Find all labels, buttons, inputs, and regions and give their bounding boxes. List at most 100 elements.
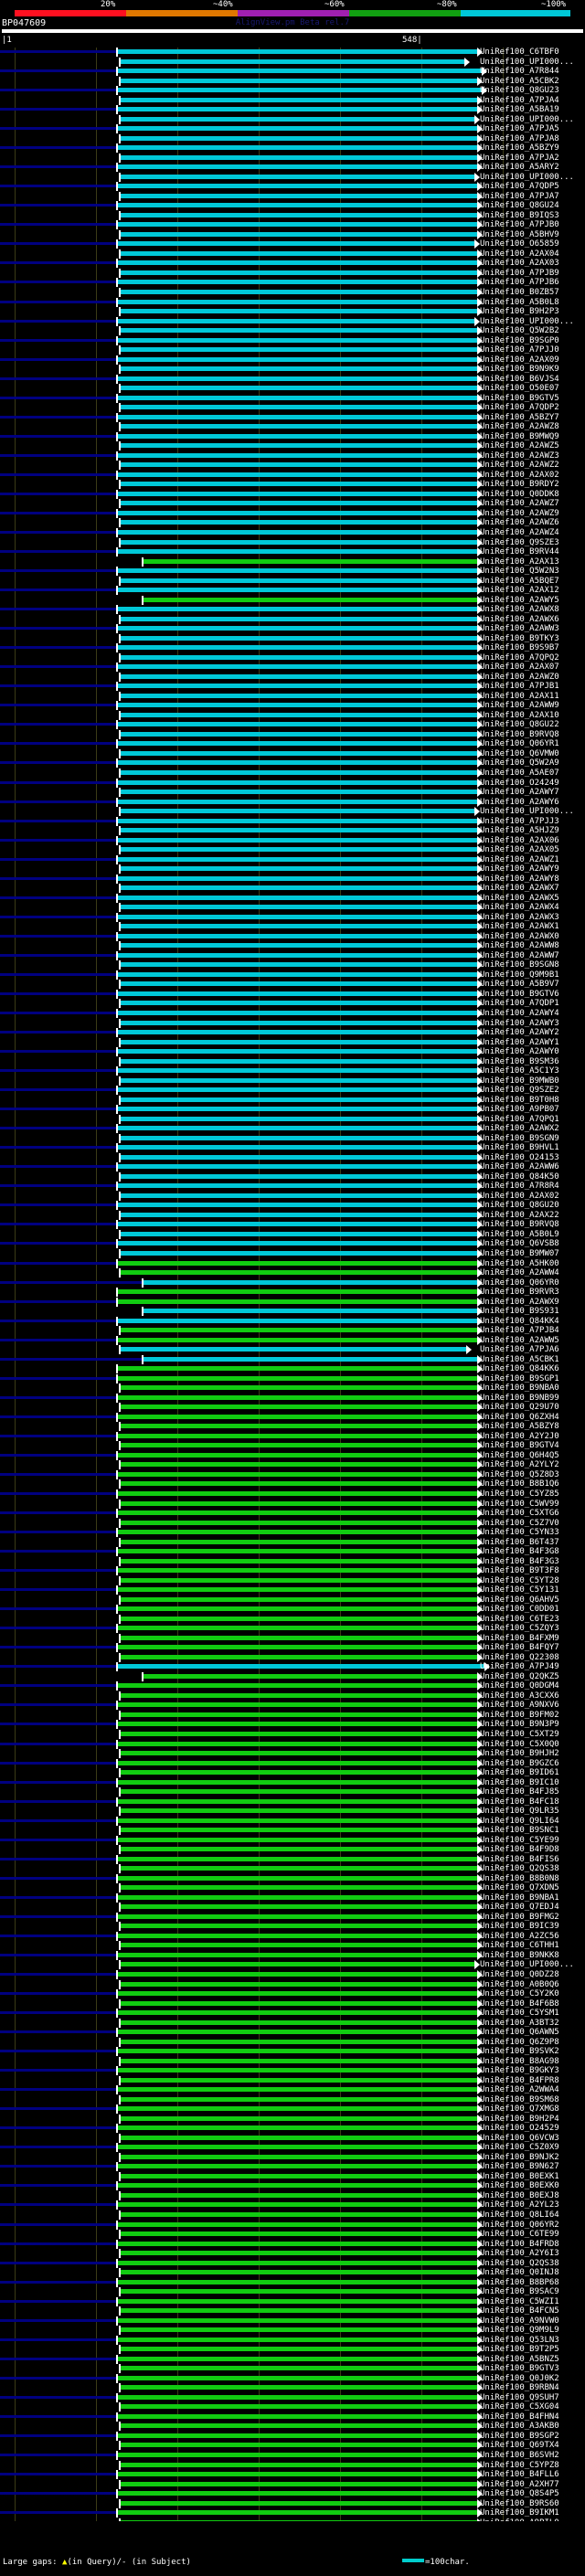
- hit-accession-label[interactable]: UniRef100_B9MWQ9: [480, 431, 559, 441]
- hsp-bar[interactable]: [118, 472, 477, 477]
- hit-accession-label[interactable]: UniRef100_Q84KK4: [480, 1316, 559, 1326]
- hit-accession-label[interactable]: UniRef100_B0EXJ8: [480, 2190, 559, 2200]
- hit-row[interactable]: UniRef100_B9SGP0: [0, 335, 585, 345]
- hit-accession-label[interactable]: UniRef100_Q0DDK8: [480, 489, 559, 499]
- hit-row[interactable]: UniRef100_B4FXM9: [0, 1633, 585, 1643]
- hsp-bar[interactable]: [118, 241, 474, 247]
- hsp-bar[interactable]: [121, 635, 477, 641]
- hsp-bar[interactable]: [121, 2404, 477, 2410]
- hit-accession-label[interactable]: UniRef100_A7QDP5: [480, 182, 559, 192]
- hit-accession-label[interactable]: UniRef100_B9T0H8: [480, 1095, 559, 1105]
- hit-accession-label[interactable]: UniRef100_B8BP68: [480, 2277, 559, 2287]
- hit-accession-label[interactable]: UniRef100_B9SM68: [480, 2094, 559, 2104]
- hit-accession-label[interactable]: UniRef100_A2AWW9: [480, 701, 559, 711]
- hit-row[interactable]: UniRef100_B0EXK1: [0, 2171, 585, 2181]
- hsp-bar[interactable]: [118, 875, 477, 881]
- hit-row[interactable]: UniRef100_B9RS60: [0, 2498, 585, 2508]
- hit-accession-label[interactable]: UniRef100_A7R844: [480, 67, 559, 77]
- hit-row[interactable]: UniRef100_A7PJA6: [0, 1345, 585, 1355]
- hit-row[interactable]: UniRef100_B4FC18: [0, 1797, 585, 1807]
- hit-accession-label[interactable]: UniRef100_A2AWX3: [480, 912, 559, 922]
- hit-accession-label[interactable]: UniRef100_A2AWY7: [480, 788, 559, 798]
- hit-row[interactable]: UniRef100_A2AWX3: [0, 912, 585, 922]
- hsp-bar[interactable]: [118, 1702, 477, 1708]
- hit-accession-label[interactable]: UniRef100_Q7XDN5: [480, 1883, 559, 1893]
- hit-accession-label[interactable]: UniRef100_B9S931: [480, 1307, 559, 1317]
- hit-accession-label[interactable]: UniRef100_B9N9K9: [480, 365, 559, 375]
- hit-row[interactable]: UniRef100_A2AWX1: [0, 922, 585, 932]
- hit-row[interactable]: UniRef100_UPI000...: [0, 807, 585, 817]
- hsp-bar[interactable]: [118, 2221, 477, 2227]
- hit-accession-label[interactable]: UniRef100_A3AKB0: [480, 2422, 559, 2432]
- hsp-bar[interactable]: [121, 1654, 477, 1659]
- hit-accession-label[interactable]: UniRef100_C5Z7V0: [480, 1518, 559, 1528]
- hit-accession-label[interactable]: UniRef100_Q5W2B2: [480, 326, 559, 336]
- hit-row[interactable]: UniRef100_A2AWZ1: [0, 854, 585, 864]
- hsp-bar[interactable]: [118, 1068, 477, 1074]
- hit-accession-label[interactable]: UniRef100_A2AX05: [480, 845, 559, 855]
- hit-row[interactable]: UniRef100_B4FJ85: [0, 1787, 585, 1797]
- hsp-bar[interactable]: [118, 1260, 477, 1266]
- hsp-bar[interactable]: [118, 2202, 477, 2208]
- hit-accession-label[interactable]: UniRef100_Q6VSB8: [480, 1239, 559, 1249]
- hit-row[interactable]: UniRef100_B4FLL6: [0, 2470, 585, 2480]
- hsp-bar[interactable]: [121, 2481, 477, 2486]
- hsp-bar[interactable]: [121, 885, 477, 891]
- hit-accession-label[interactable]: UniRef100_Q6ZXH4: [480, 1412, 559, 1422]
- hit-row[interactable]: UniRef100_A0B0Q6: [0, 1979, 585, 1989]
- hit-row[interactable]: UniRef100_A2AX02: [0, 470, 585, 480]
- hit-row[interactable]: UniRef100_A7QDP5: [0, 182, 585, 192]
- hsp-bar[interactable]: [118, 1972, 477, 1977]
- hsp-bar[interactable]: [121, 847, 477, 853]
- hsp-bar[interactable]: [118, 2433, 477, 2438]
- hsp-bar[interactable]: [121, 905, 477, 910]
- hsp-bar[interactable]: [121, 616, 477, 621]
- hit-accession-label[interactable]: UniRef100_B9HJH2: [480, 1749, 559, 1759]
- hit-row[interactable]: UniRef100_A5CBK1: [0, 1354, 585, 1364]
- hit-row[interactable]: UniRef100_B9SNC1: [0, 1826, 585, 1836]
- hsp-bar[interactable]: [118, 2106, 477, 2112]
- hsp-bar[interactable]: [121, 1520, 477, 1525]
- hit-row[interactable]: UniRef100_Q9M9B1: [0, 970, 585, 980]
- hsp-bar[interactable]: [121, 1424, 477, 1429]
- hsp-bar[interactable]: [121, 309, 477, 314]
- hit-accession-label[interactable]: UniRef100_B9H2P3: [480, 307, 559, 317]
- hit-accession-label[interactable]: UniRef100_B9H2P4: [480, 2114, 559, 2124]
- hit-accession-label[interactable]: UniRef100_Q69TX4: [480, 2441, 559, 2451]
- hit-accession-label[interactable]: UniRef100_B4FC18: [480, 1797, 559, 1807]
- hit-accession-label[interactable]: UniRef100_B9GTV4: [480, 1441, 559, 1451]
- hit-row[interactable]: UniRef100_A5HK00: [0, 1258, 585, 1268]
- hit-accession-label[interactable]: UniRef100_B9S9B7: [480, 643, 559, 653]
- hit-row[interactable]: UniRef100_C5XG04: [0, 2402, 585, 2412]
- hit-accession-label[interactable]: UniRef100_A2AWZ6: [480, 518, 559, 528]
- hit-accession-label[interactable]: UniRef100_O50E07: [480, 384, 559, 394]
- hit-row[interactable]: UniRef100_Q8GU24: [0, 201, 585, 211]
- hsp-bar[interactable]: [118, 1664, 484, 1670]
- hit-row[interactable]: UniRef100_B9GTV4: [0, 1441, 585, 1451]
- hit-accession-label[interactable]: UniRef100_Q9M9L9: [480, 2326, 559, 2336]
- hsp-bar[interactable]: [121, 347, 477, 353]
- hit-row[interactable]: UniRef100_UPI000...: [0, 114, 585, 124]
- hsp-bar[interactable]: [118, 2068, 477, 2073]
- hit-row[interactable]: UniRef100_A3AKB0: [0, 2422, 585, 2432]
- hsp-bar[interactable]: [118, 1933, 477, 1938]
- hit-accession-label[interactable]: UniRef100_B9FMG2: [480, 1912, 559, 1922]
- hsp-bar[interactable]: [121, 231, 477, 237]
- hit-accession-label[interactable]: UniRef100_C5X0Q0: [480, 1739, 559, 1749]
- hsp-bar[interactable]: [121, 154, 477, 160]
- hit-accession-label[interactable]: UniRef100_A2AWY3: [480, 1018, 559, 1028]
- hit-row[interactable]: UniRef100_A7PJB0: [0, 220, 585, 230]
- hsp-bar[interactable]: [118, 1241, 477, 1246]
- hsp-bar[interactable]: [118, 1741, 477, 1746]
- hit-accession-label[interactable]: UniRef100_B4FPR8: [480, 2075, 559, 2085]
- hsp-bar[interactable]: [118, 952, 477, 958]
- hit-row[interactable]: UniRef100_B9IC10: [0, 1777, 585, 1787]
- hit-accession-label[interactable]: UniRef100_A7QDP1: [480, 999, 559, 1009]
- hit-row[interactable]: UniRef100_A5BHV9: [0, 229, 585, 239]
- hit-accession-label[interactable]: UniRef100_A2ZC56: [480, 1931, 559, 1941]
- hit-accession-label[interactable]: UniRef100_Q6AWN5: [480, 2028, 559, 2038]
- hsp-bar[interactable]: [121, 1251, 477, 1256]
- hsp-bar[interactable]: [121, 2135, 477, 2140]
- hit-row[interactable]: UniRef100_A2AWZ7: [0, 499, 585, 509]
- hsp-bar[interactable]: [121, 1962, 474, 1967]
